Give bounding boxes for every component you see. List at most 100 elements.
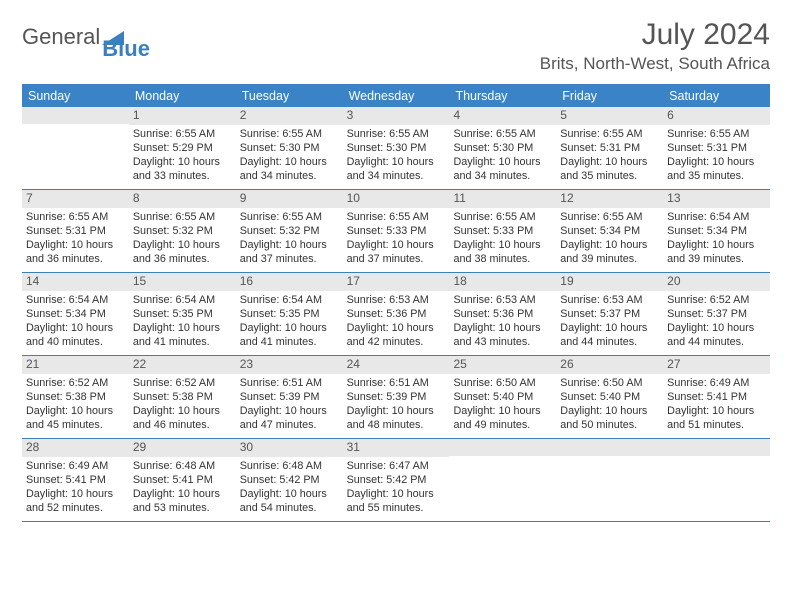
daylight-line: Daylight: 10 hours and 35 minutes. — [667, 155, 766, 183]
day-number: 14 — [22, 273, 129, 291]
cell-body: Sunrise: 6:55 AMSunset: 5:30 PMDaylight:… — [449, 125, 556, 187]
cell-body: Sunrise: 6:53 AMSunset: 5:36 PMDaylight:… — [449, 291, 556, 353]
day-header: Friday — [556, 85, 663, 107]
calendar-cell: 22Sunrise: 6:52 AMSunset: 5:38 PMDayligh… — [129, 356, 236, 438]
sunset-line: Sunset: 5:32 PM — [133, 224, 232, 238]
logo-text-general: General — [22, 24, 100, 50]
sunset-line: Sunset: 5:36 PM — [453, 307, 552, 321]
cell-body: Sunrise: 6:52 AMSunset: 5:37 PMDaylight:… — [663, 291, 770, 353]
calendar-cell: 10Sunrise: 6:55 AMSunset: 5:33 PMDayligh… — [343, 190, 450, 272]
cell-body: Sunrise: 6:49 AMSunset: 5:41 PMDaylight:… — [663, 374, 770, 436]
sunrise-line: Sunrise: 6:55 AM — [240, 210, 339, 224]
daylight-line: Daylight: 10 hours and 36 minutes. — [26, 238, 125, 266]
day-number: 10 — [343, 190, 450, 208]
sunrise-line: Sunrise: 6:52 AM — [667, 293, 766, 307]
daylight-line: Daylight: 10 hours and 40 minutes. — [26, 321, 125, 349]
sunrise-line: Sunrise: 6:52 AM — [133, 376, 232, 390]
sunset-line: Sunset: 5:41 PM — [26, 473, 125, 487]
sunrise-line: Sunrise: 6:51 AM — [347, 376, 446, 390]
day-number: 28 — [22, 439, 129, 457]
calendar-cell: 30Sunrise: 6:48 AMSunset: 5:42 PMDayligh… — [236, 439, 343, 521]
sunrise-line: Sunrise: 6:55 AM — [560, 127, 659, 141]
calendar-cell: 20Sunrise: 6:52 AMSunset: 5:37 PMDayligh… — [663, 273, 770, 355]
calendar-cell — [663, 439, 770, 521]
location-text: Brits, North-West, South Africa — [540, 54, 770, 74]
calendar-week: 14Sunrise: 6:54 AMSunset: 5:34 PMDayligh… — [22, 273, 770, 356]
page: General Blue July 2024 Brits, North-West… — [0, 0, 792, 522]
calendar-cell: 15Sunrise: 6:54 AMSunset: 5:35 PMDayligh… — [129, 273, 236, 355]
calendar-cell: 12Sunrise: 6:55 AMSunset: 5:34 PMDayligh… — [556, 190, 663, 272]
daylight-line: Daylight: 10 hours and 39 minutes. — [560, 238, 659, 266]
sunrise-line: Sunrise: 6:50 AM — [560, 376, 659, 390]
cell-body: Sunrise: 6:55 AMSunset: 5:31 PMDaylight:… — [663, 125, 770, 187]
calendar-cell: 11Sunrise: 6:55 AMSunset: 5:33 PMDayligh… — [449, 190, 556, 272]
day-number: 24 — [343, 356, 450, 374]
day-number: 25 — [449, 356, 556, 374]
sunset-line: Sunset: 5:33 PM — [347, 224, 446, 238]
day-number: 9 — [236, 190, 343, 208]
cell-body: Sunrise: 6:52 AMSunset: 5:38 PMDaylight:… — [129, 374, 236, 436]
daylight-line: Daylight: 10 hours and 37 minutes. — [240, 238, 339, 266]
calendar-cell: 9Sunrise: 6:55 AMSunset: 5:32 PMDaylight… — [236, 190, 343, 272]
calendar-cell: 31Sunrise: 6:47 AMSunset: 5:42 PMDayligh… — [343, 439, 450, 521]
day-number: 11 — [449, 190, 556, 208]
sunrise-line: Sunrise: 6:53 AM — [560, 293, 659, 307]
cell-body: Sunrise: 6:51 AMSunset: 5:39 PMDaylight:… — [343, 374, 450, 436]
cell-body: Sunrise: 6:49 AMSunset: 5:41 PMDaylight:… — [22, 457, 129, 519]
daylight-line: Daylight: 10 hours and 34 minutes. — [240, 155, 339, 183]
daylight-line: Daylight: 10 hours and 53 minutes. — [133, 487, 232, 515]
day-number: 19 — [556, 273, 663, 291]
sunrise-line: Sunrise: 6:54 AM — [667, 210, 766, 224]
sunrise-line: Sunrise: 6:49 AM — [26, 459, 125, 473]
daylight-line: Daylight: 10 hours and 41 minutes. — [133, 321, 232, 349]
cell-body: Sunrise: 6:52 AMSunset: 5:38 PMDaylight:… — [22, 374, 129, 436]
sunrise-line: Sunrise: 6:53 AM — [453, 293, 552, 307]
cell-body: Sunrise: 6:55 AMSunset: 5:29 PMDaylight:… — [129, 125, 236, 187]
daylight-line: Daylight: 10 hours and 41 minutes. — [240, 321, 339, 349]
sunrise-line: Sunrise: 6:55 AM — [453, 127, 552, 141]
daylight-line: Daylight: 10 hours and 38 minutes. — [453, 238, 552, 266]
cell-body: Sunrise: 6:55 AMSunset: 5:30 PMDaylight:… — [236, 125, 343, 187]
sunrise-line: Sunrise: 6:53 AM — [347, 293, 446, 307]
calendar-cell: 6Sunrise: 6:55 AMSunset: 5:31 PMDaylight… — [663, 107, 770, 189]
calendar-week: 7Sunrise: 6:55 AMSunset: 5:31 PMDaylight… — [22, 190, 770, 273]
cell-body: Sunrise: 6:54 AMSunset: 5:34 PMDaylight:… — [663, 208, 770, 270]
day-number — [663, 439, 770, 456]
sunset-line: Sunset: 5:37 PM — [667, 307, 766, 321]
sunset-line: Sunset: 5:34 PM — [667, 224, 766, 238]
sunrise-line: Sunrise: 6:55 AM — [133, 127, 232, 141]
daylight-line: Daylight: 10 hours and 33 minutes. — [133, 155, 232, 183]
daylight-line: Daylight: 10 hours and 44 minutes. — [667, 321, 766, 349]
daylight-line: Daylight: 10 hours and 37 minutes. — [347, 238, 446, 266]
sunset-line: Sunset: 5:32 PM — [240, 224, 339, 238]
calendar-cell: 21Sunrise: 6:52 AMSunset: 5:38 PMDayligh… — [22, 356, 129, 438]
daylight-line: Daylight: 10 hours and 54 minutes. — [240, 487, 339, 515]
day-number — [449, 439, 556, 456]
sunset-line: Sunset: 5:35 PM — [133, 307, 232, 321]
calendar-body: 1Sunrise: 6:55 AMSunset: 5:29 PMDaylight… — [22, 107, 770, 522]
sunrise-line: Sunrise: 6:54 AM — [240, 293, 339, 307]
cell-body: Sunrise: 6:55 AMSunset: 5:31 PMDaylight:… — [22, 208, 129, 270]
sunset-line: Sunset: 5:31 PM — [560, 141, 659, 155]
cell-body: Sunrise: 6:50 AMSunset: 5:40 PMDaylight:… — [449, 374, 556, 436]
daylight-line: Daylight: 10 hours and 34 minutes. — [347, 155, 446, 183]
daylight-line: Daylight: 10 hours and 49 minutes. — [453, 404, 552, 432]
cell-body: Sunrise: 6:55 AMSunset: 5:32 PMDaylight:… — [236, 208, 343, 270]
sunrise-line: Sunrise: 6:50 AM — [453, 376, 552, 390]
calendar-cell: 19Sunrise: 6:53 AMSunset: 5:37 PMDayligh… — [556, 273, 663, 355]
day-header: Wednesday — [343, 85, 450, 107]
day-number: 7 — [22, 190, 129, 208]
sunset-line: Sunset: 5:30 PM — [240, 141, 339, 155]
cell-body: Sunrise: 6:54 AMSunset: 5:35 PMDaylight:… — [236, 291, 343, 353]
calendar-week: 28Sunrise: 6:49 AMSunset: 5:41 PMDayligh… — [22, 439, 770, 522]
sunrise-line: Sunrise: 6:55 AM — [560, 210, 659, 224]
day-number: 3 — [343, 107, 450, 125]
day-header: Sunday — [22, 85, 129, 107]
cell-body: Sunrise: 6:55 AMSunset: 5:31 PMDaylight:… — [556, 125, 663, 187]
sunset-line: Sunset: 5:36 PM — [347, 307, 446, 321]
sunset-line: Sunset: 5:34 PM — [560, 224, 659, 238]
cell-body: Sunrise: 6:54 AMSunset: 5:34 PMDaylight:… — [22, 291, 129, 353]
sunrise-line: Sunrise: 6:55 AM — [240, 127, 339, 141]
day-number: 31 — [343, 439, 450, 457]
sunrise-line: Sunrise: 6:54 AM — [133, 293, 232, 307]
